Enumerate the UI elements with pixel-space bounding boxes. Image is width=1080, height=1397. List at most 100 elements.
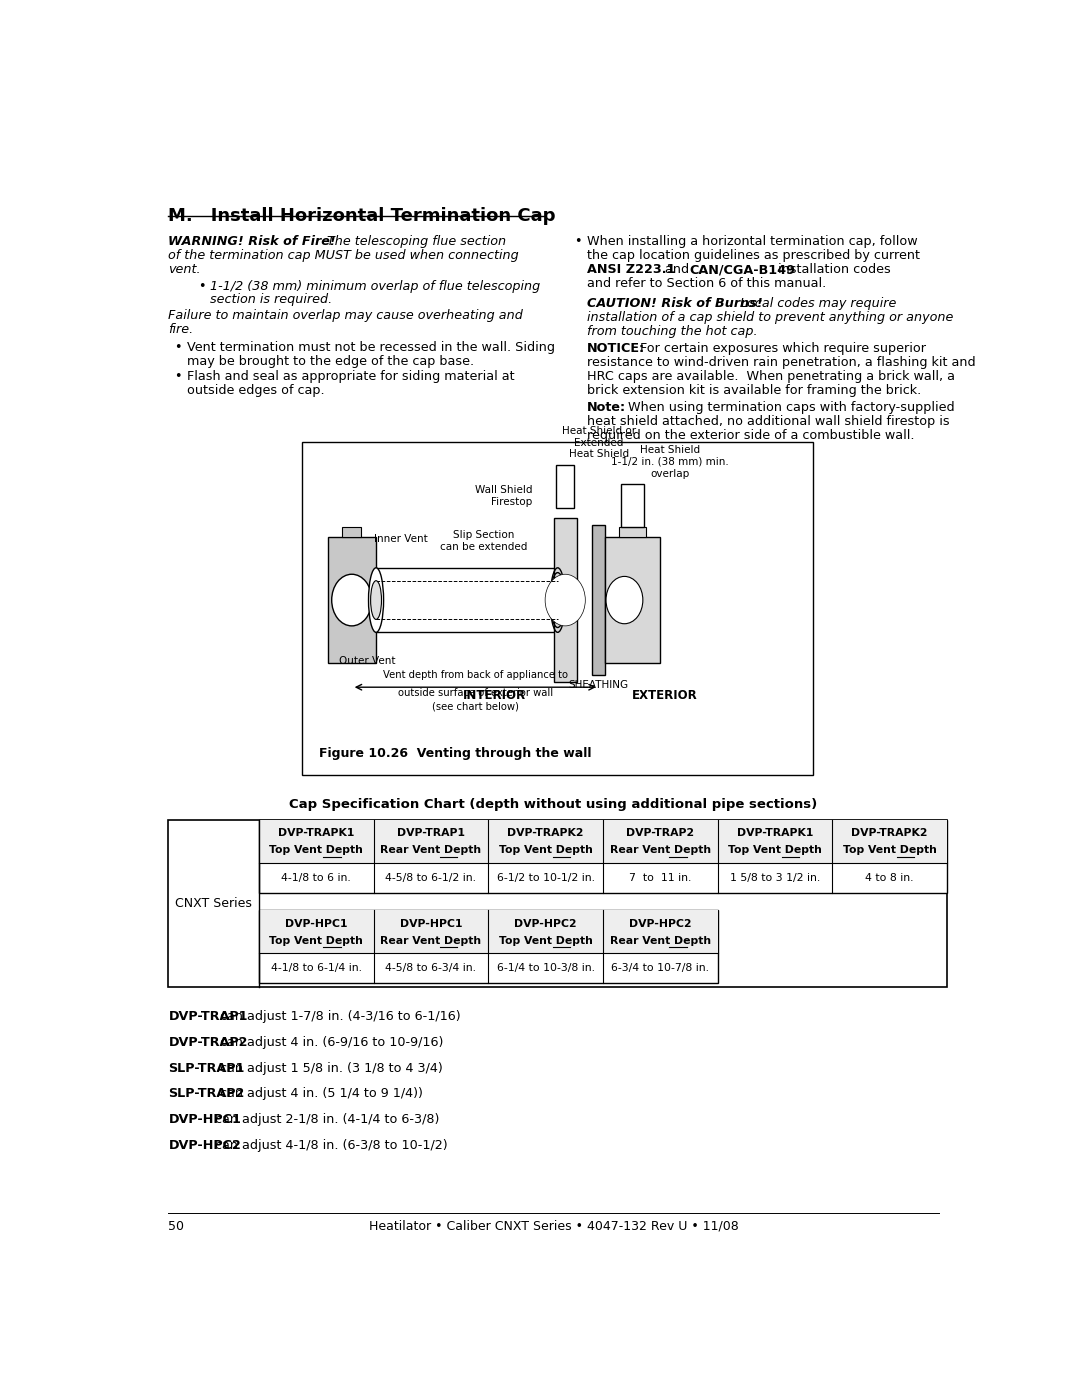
Text: DVP-TRAPK2: DVP-TRAPK2 — [508, 828, 584, 838]
Bar — [619, 528, 646, 536]
Text: Top Vent Depth: Top Vent Depth — [728, 845, 822, 855]
Circle shape — [332, 574, 372, 626]
Text: •: • — [198, 279, 205, 292]
Text: 1 5/8 to 3 1/2 in.: 1 5/8 to 3 1/2 in. — [730, 873, 820, 883]
Bar — [592, 525, 606, 675]
Bar — [621, 483, 645, 528]
Text: DVP-TRAPK1: DVP-TRAPK1 — [737, 828, 813, 838]
Text: can adjust 4-1/8 in. (6-3/8 to 10-1/2): can adjust 4-1/8 in. (6-3/8 to 10-1/2) — [211, 1139, 447, 1153]
Text: CAUTION! Risk of Burns!: CAUTION! Risk of Burns! — [588, 296, 762, 310]
Text: outside edges of cap.: outside edges of cap. — [187, 384, 324, 397]
Text: Top Vent Depth: Top Vent Depth — [499, 936, 593, 946]
Text: Heatilator • Caliber CNXT Series • 4047-132 Rev U • 11/08: Heatilator • Caliber CNXT Series • 4047-… — [368, 1220, 739, 1232]
Text: (see chart below): (see chart below) — [432, 701, 518, 711]
Bar — [259, 820, 947, 893]
Text: •: • — [575, 236, 582, 249]
Text: Local codes may require: Local codes may require — [735, 296, 896, 310]
Text: 4-1/8 to 6 in.: 4-1/8 to 6 in. — [281, 873, 351, 883]
Text: Cap Specification Chart (depth without using additional pipe sections): Cap Specification Chart (depth without u… — [289, 798, 818, 812]
Text: •: • — [174, 341, 181, 353]
Text: 1-1/2 (38 mm) minimum overlap of flue telescoping: 1-1/2 (38 mm) minimum overlap of flue te… — [211, 279, 541, 292]
Text: Failure to maintain overlap may cause overheating and: Failure to maintain overlap may cause ov… — [168, 309, 524, 321]
Text: DVP-HPC2: DVP-HPC2 — [629, 919, 691, 929]
Text: EXTERIOR: EXTERIOR — [632, 689, 698, 701]
Text: DVP-HPC1: DVP-HPC1 — [168, 1113, 241, 1126]
Text: and: and — [661, 264, 692, 277]
Text: can adjust 1-7/8 in. (4-3/16 to 6-1/16): can adjust 1-7/8 in. (4-3/16 to 6-1/16) — [216, 1010, 460, 1023]
Bar — [259, 820, 947, 862]
Text: the cap location guidelines as prescribed by current: the cap location guidelines as prescribe… — [588, 250, 920, 263]
Text: vent.: vent. — [168, 264, 201, 277]
Text: When using termination caps with factory-supplied: When using termination caps with factory… — [624, 401, 955, 414]
Text: can adjust 4 in. (6-9/16 to 10-9/16): can adjust 4 in. (6-9/16 to 10-9/16) — [216, 1035, 443, 1049]
Bar — [168, 820, 947, 988]
Text: 7  to  11 in.: 7 to 11 in. — [629, 873, 691, 883]
Text: Slip Section
can be extended: Slip Section can be extended — [440, 529, 527, 552]
Text: CNXT Series: CNXT Series — [175, 897, 252, 909]
Text: required on the exterior side of a combustible wall.: required on the exterior side of a combu… — [588, 429, 915, 441]
Text: DVP-TRAPK1: DVP-TRAPK1 — [278, 828, 354, 838]
Text: DVP-HPC2: DVP-HPC2 — [168, 1139, 241, 1153]
Text: Vent termination must not be recessed in the wall. Siding: Vent termination must not be recessed in… — [187, 341, 555, 353]
Text: Rear Vent Depth: Rear Vent Depth — [380, 845, 482, 855]
Text: Rear Vent Depth: Rear Vent Depth — [609, 845, 711, 855]
Text: may be brought to the edge of the cap base.: may be brought to the edge of the cap ba… — [187, 355, 474, 367]
Text: brick extension kit is available for framing the brick.: brick extension kit is available for fra… — [588, 384, 921, 397]
Text: 6-3/4 to 10-7/8 in.: 6-3/4 to 10-7/8 in. — [611, 963, 710, 972]
Text: HRC caps are available.  When penetrating a brick wall, a: HRC caps are available. When penetrating… — [588, 370, 955, 383]
Text: Heat Shield or
Extended
Heat Shield: Heat Shield or Extended Heat Shield — [562, 426, 636, 460]
Circle shape — [606, 577, 643, 623]
Bar — [302, 441, 813, 775]
Text: Wall Shield
Firestop: Wall Shield Firestop — [475, 485, 532, 507]
Text: 4-5/8 to 6-3/4 in.: 4-5/8 to 6-3/4 in. — [386, 963, 476, 972]
Text: outside surface of exterior wall: outside surface of exterior wall — [397, 689, 553, 698]
Bar — [259, 909, 717, 953]
Text: section is required.: section is required. — [211, 293, 333, 306]
Bar — [554, 518, 577, 682]
Bar — [259, 909, 717, 983]
Text: SHEATHING: SHEATHING — [569, 680, 629, 690]
Text: WARNING! Risk of Fire!: WARNING! Risk of Fire! — [168, 236, 336, 249]
Text: DVP-TRAP1: DVP-TRAP1 — [168, 1010, 248, 1023]
Text: Outer Vent: Outer Vent — [339, 657, 396, 666]
Text: DVP-TRAP2: DVP-TRAP2 — [168, 1035, 248, 1049]
Text: Figure 10.26  Venting through the wall: Figure 10.26 Venting through the wall — [320, 747, 592, 760]
Text: DVP-HPC2: DVP-HPC2 — [514, 919, 577, 929]
Text: Top Vent Depth: Top Vent Depth — [269, 936, 363, 946]
Text: Top Vent Depth: Top Vent Depth — [269, 845, 363, 855]
Bar — [342, 528, 362, 536]
Text: INTERIOR: INTERIOR — [463, 689, 526, 701]
Text: Vent depth from back of appliance to: Vent depth from back of appliance to — [382, 669, 568, 680]
Text: When installing a horizontal termination cap, follow: When installing a horizontal termination… — [588, 236, 918, 249]
Text: can adjust 2-1/8 in. (4-1/4 to 6-3/8): can adjust 2-1/8 in. (4-1/4 to 6-3/8) — [211, 1113, 440, 1126]
Text: resistance to wind-driven rain penetration, a flashing kit and: resistance to wind-driven rain penetrati… — [588, 356, 975, 369]
Ellipse shape — [368, 567, 383, 633]
Text: NOTICE:: NOTICE: — [588, 342, 645, 355]
Text: installation codes: installation codes — [774, 264, 891, 277]
Text: and refer to Section 6 of this manual.: and refer to Section 6 of this manual. — [588, 278, 826, 291]
Text: Top Vent Depth: Top Vent Depth — [842, 845, 936, 855]
Text: 6-1/2 to 10-1/2 in.: 6-1/2 to 10-1/2 in. — [497, 873, 595, 883]
Text: Inner Vent: Inner Vent — [375, 534, 428, 545]
Text: DVP-HPC1: DVP-HPC1 — [400, 919, 462, 929]
Text: from touching the hot cap.: from touching the hot cap. — [588, 324, 757, 338]
Ellipse shape — [370, 581, 381, 619]
Text: DVP-TRAPK2: DVP-TRAPK2 — [851, 828, 928, 838]
Text: SLP-TRAP1: SLP-TRAP1 — [168, 1062, 245, 1074]
Bar — [606, 536, 660, 664]
Text: Note:: Note: — [588, 401, 626, 414]
Text: 6-1/4 to 10-3/8 in.: 6-1/4 to 10-3/8 in. — [497, 963, 595, 972]
Circle shape — [545, 574, 585, 626]
Text: M. Install Horizontal Termination Cap: M. Install Horizontal Termination Cap — [168, 207, 556, 225]
Text: can adjust 1 5/8 in. (3 1/8 to 4 3/4): can adjust 1 5/8 in. (3 1/8 to 4 3/4) — [216, 1062, 443, 1074]
Text: The telescoping flue section: The telescoping flue section — [323, 236, 507, 249]
Text: heat shield attached, no additional wall shield firestop is: heat shield attached, no additional wall… — [588, 415, 949, 427]
Text: •: • — [174, 370, 181, 383]
Text: Flash and seal as appropriate for siding material at: Flash and seal as appropriate for siding… — [187, 370, 514, 383]
Bar — [556, 465, 575, 509]
Text: 4-5/8 to 6-1/2 in.: 4-5/8 to 6-1/2 in. — [386, 873, 476, 883]
Text: DVP-HPC1: DVP-HPC1 — [285, 919, 348, 929]
Text: For certain exposures which require superior: For certain exposures which require supe… — [636, 342, 927, 355]
Text: 4 to 8 in.: 4 to 8 in. — [865, 873, 914, 883]
Text: installation of a cap shield to prevent anything or anyone: installation of a cap shield to prevent … — [588, 310, 954, 324]
